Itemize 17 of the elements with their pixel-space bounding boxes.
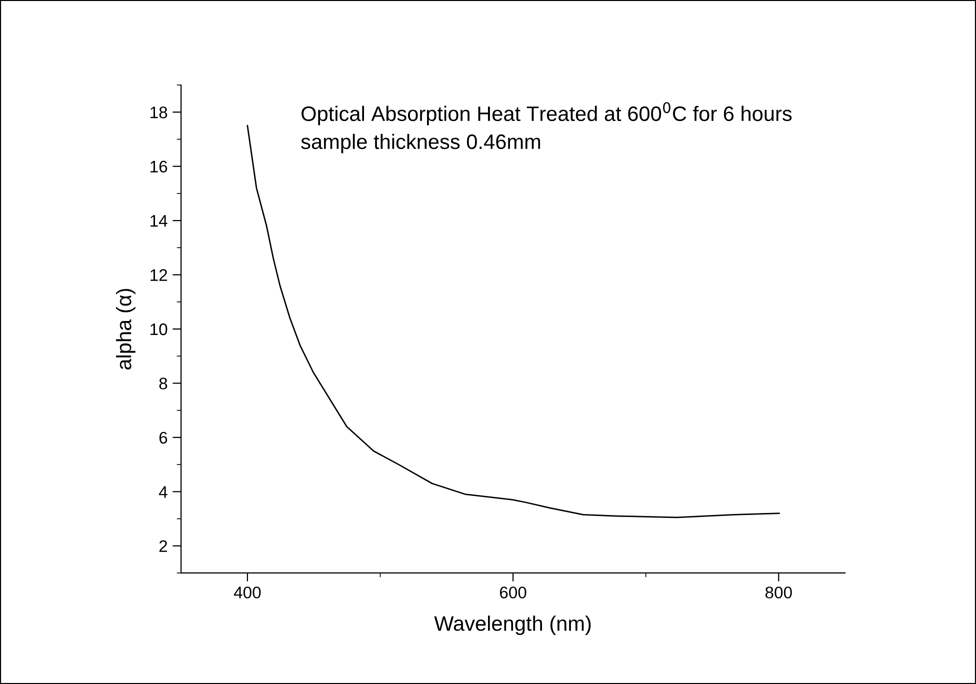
y-tick-label: 4 (158, 486, 168, 498)
x-tick-label: 800 (765, 586, 792, 598)
y-tick-label: 18 (150, 106, 168, 118)
y-tick-label: 8 (159, 378, 168, 390)
line-series (246, 124, 780, 518)
y-tick-label: 14 (150, 215, 168, 227)
annotation: Optical Absorption Heat Treated at 600$^{0}$C for 6 hours (302, 102, 792, 126)
x-axis-title: Wavelength (nm) (434, 616, 591, 636)
y-axis-title: alpha (α) (116, 288, 136, 370)
y-tick-label: 2 (159, 540, 168, 552)
y-tick-label: 6 (159, 432, 168, 444)
y-tick-label: 16 (150, 160, 168, 173)
annotation: sample thickness 0.46mm (301, 134, 540, 154)
x-tick-label: 400 (234, 586, 261, 598)
x-tick-label: 600 (500, 586, 526, 598)
y-tick-label: 12 (150, 269, 168, 281)
y-tick-label: 10 (150, 323, 168, 336)
